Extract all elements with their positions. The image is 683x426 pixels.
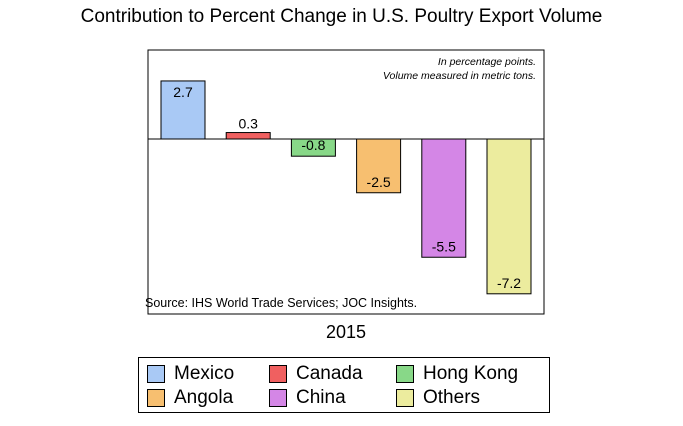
plot-frame	[147, 49, 545, 315]
legend-item-angola: Angola	[147, 386, 233, 410]
data-label-angola: -2.5	[367, 174, 391, 190]
legend-swatch-china	[269, 389, 287, 407]
legend-label-canada: Canada	[296, 363, 363, 384]
bar-others	[486, 138, 532, 295]
bar-china	[421, 138, 467, 258]
data-label-china: -5.5	[432, 238, 456, 254]
chart-title: Contribution to Percent Change in U.S. P…	[80, 6, 603, 27]
legend-item-china: China	[269, 386, 346, 410]
source-note: Source: IHS World Trade Services; JOC In…	[145, 296, 417, 310]
legend-label-china: China	[296, 387, 346, 408]
legend-label-mexico: Mexico	[174, 363, 235, 384]
legend-item-hong-kong: Hong Kong	[396, 362, 518, 386]
bar-canada	[225, 132, 271, 140]
legend-label-hong-kong: Hong Kong	[423, 363, 519, 384]
bar-mexico	[160, 80, 206, 140]
legend-swatch-others	[396, 389, 414, 407]
legend-swatch-hong-kong	[396, 365, 414, 383]
x-axis-label: 2015	[326, 322, 366, 342]
bar-angola	[356, 138, 402, 194]
legend-item-mexico: Mexico	[147, 362, 234, 386]
annotation-measure: Volume measured in metric tons.	[383, 70, 536, 82]
legend-item-canada: Canada	[269, 362, 363, 386]
data-label-others: -7.2	[497, 275, 521, 291]
legend-item-others: Others	[396, 386, 480, 410]
legend-swatch-angola	[147, 389, 165, 407]
legend-swatch-mexico	[147, 365, 165, 383]
legend-label-angola: Angola	[174, 387, 234, 408]
legend: Mexico Canada Hong Kong Angola China Others	[138, 357, 550, 413]
annotation-units: In percentage points.	[438, 56, 536, 68]
data-label-canada: 0.3	[238, 116, 258, 132]
data-label-mexico: 2.7	[173, 84, 193, 100]
data-label-hong-kong: -0.8	[301, 137, 325, 153]
legend-swatch-canada	[269, 365, 287, 383]
legend-label-others: Others	[423, 387, 481, 408]
bar-hong-kong	[290, 138, 336, 157]
